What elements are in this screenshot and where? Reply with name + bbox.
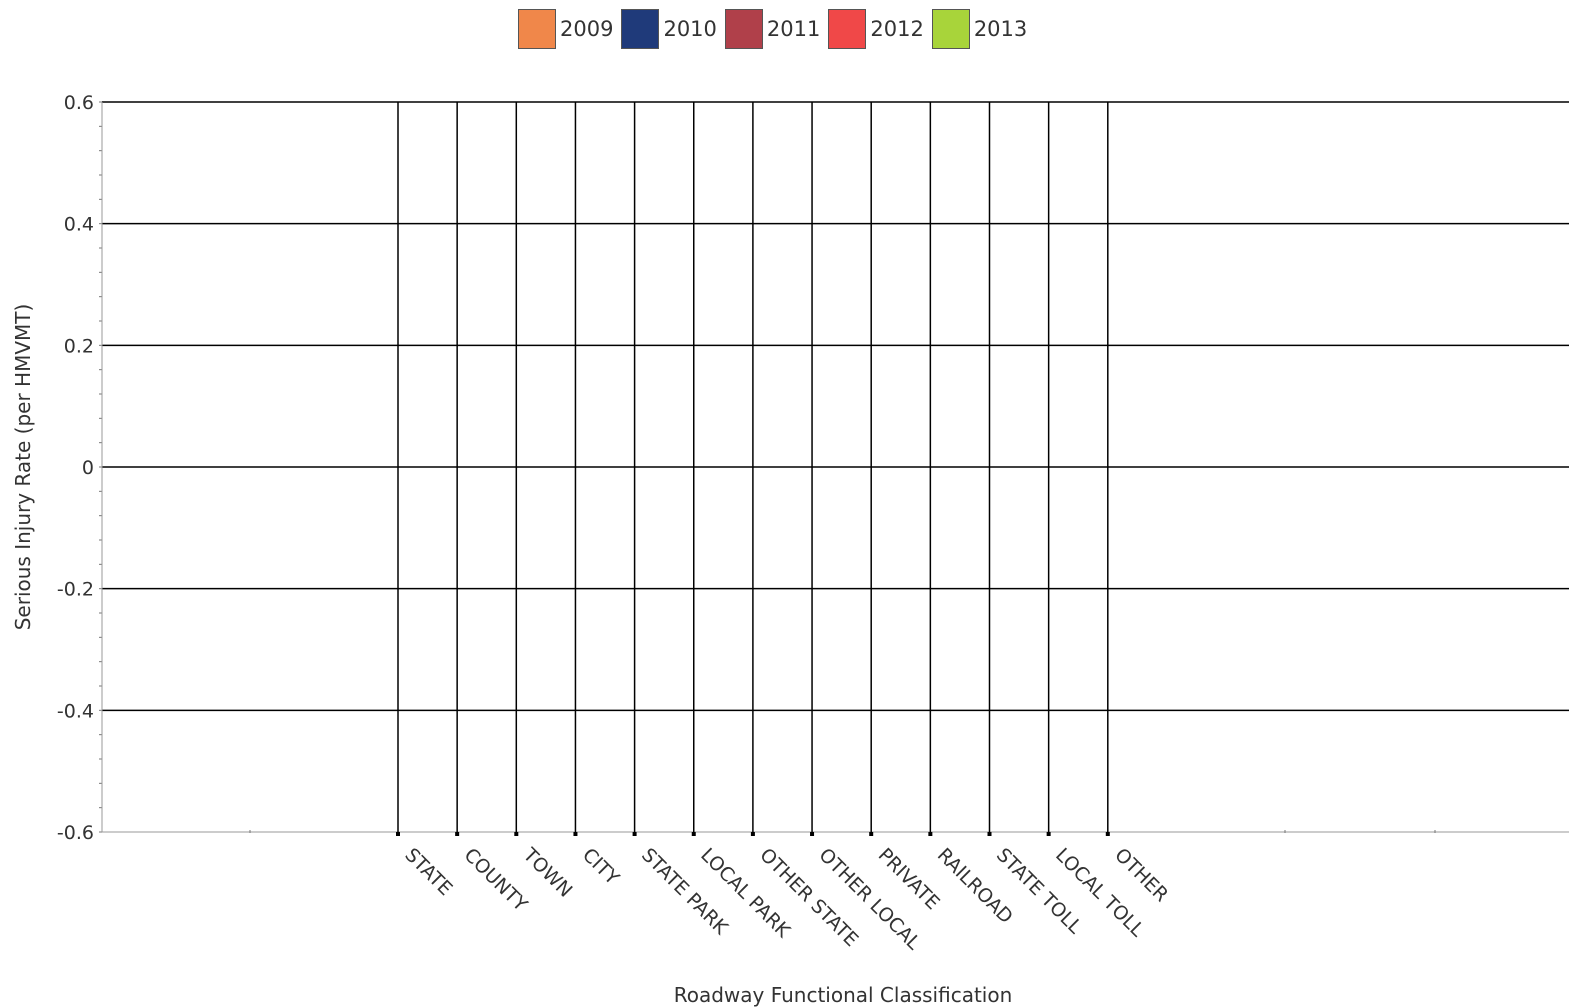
y-tick-label: 0.2 [64,335,94,357]
x-tick-mark [869,832,874,836]
x-axis-title: Roadway Functional Classification [674,983,1013,1007]
x-tick-mark [632,832,637,836]
x-tick-mark [1105,832,1110,836]
y-axis-title: Serious Injury Rate (per HMVMT) [11,304,35,631]
legend-swatch-2013 [931,9,970,49]
x-tick-mark [455,832,460,836]
x-tick-mark [810,832,815,836]
x-tick-mark [987,832,992,836]
x-tick-mark [750,832,755,836]
y-tick-label: 0.4 [64,214,94,236]
x-tick-mark [928,832,933,836]
legend-label-2012: 2012 [870,17,924,41]
legend-item-2012[interactable]: 2012 [828,9,924,49]
x-tick-label: COUNTY [460,844,532,916]
y-tick-label: -0.4 [57,700,94,722]
legend-label-2013: 2013 [973,17,1028,41]
x-tick-mark [1046,832,1051,836]
legend-swatch-2010 [621,9,660,49]
y-tick-label: -0.6 [57,822,94,844]
y-tick-label: 0 [82,457,94,479]
legend-item-2013[interactable]: 2013 [931,9,1028,49]
x-tick-label: TOWN [518,843,576,901]
legend-label-2009: 2009 [560,17,614,41]
legend-swatch-2011 [724,9,763,49]
legend-swatch-2012 [828,9,867,49]
legend-label-2010: 2010 [663,17,717,41]
x-tick-label: OTHER LOCAL [815,844,925,954]
legend-label-2011: 2011 [766,17,821,41]
x-tick-label: STATE [400,844,456,900]
legend-item-2010[interactable]: 2010 [621,9,717,49]
legend-swatch-2009 [518,9,556,49]
y-tick-label: -0.2 [57,579,94,601]
x-tick-mark [573,832,578,836]
legend: 2009 2010 2011 2012 2013 [518,9,1035,49]
x-tick-mark [396,832,400,836]
legend-item-2009[interactable]: 2009 [518,9,613,49]
y-tick-label: 0.6 [64,92,94,114]
x-tick-mark [514,832,519,836]
legend-item-2011[interactable]: 2011 [724,9,821,49]
x-tick-mark [691,832,696,836]
x-tick-label: CITY [578,844,624,890]
